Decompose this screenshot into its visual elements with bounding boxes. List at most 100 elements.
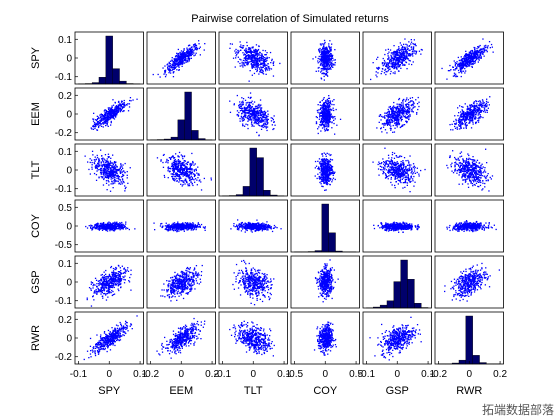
scatter-point bbox=[189, 179, 191, 182]
scatter-point bbox=[114, 174, 116, 177]
scatter-point bbox=[399, 56, 401, 58]
scatter-point bbox=[108, 163, 111, 165]
scatter-point bbox=[109, 162, 111, 164]
scatter-point bbox=[106, 171, 108, 173]
scatter-point bbox=[198, 40, 200, 42]
scatter-point bbox=[179, 161, 181, 163]
scatter-point bbox=[461, 115, 464, 117]
scatter-point bbox=[399, 106, 401, 108]
scatter-point bbox=[172, 65, 174, 67]
scatter-point bbox=[247, 54, 249, 56]
scatter-point bbox=[401, 52, 404, 54]
scatter-point bbox=[387, 67, 389, 69]
scatter-point bbox=[466, 57, 469, 59]
scatter-point bbox=[321, 56, 323, 58]
scatter-point bbox=[268, 57, 270, 59]
scatter-point bbox=[109, 171, 111, 174]
scatter-point bbox=[176, 61, 178, 63]
scatter-point bbox=[265, 117, 267, 119]
scatter-point bbox=[414, 43, 416, 45]
scatter-point bbox=[466, 62, 468, 65]
scatter-point bbox=[266, 123, 268, 126]
scatter-point bbox=[103, 177, 105, 179]
scatter-point bbox=[324, 116, 327, 118]
scatter-point bbox=[96, 121, 99, 123]
scatter-point bbox=[252, 60, 254, 62]
scatter-point bbox=[113, 110, 115, 112]
scatter-point bbox=[187, 183, 189, 185]
scatter-point bbox=[315, 116, 317, 118]
scatter-point bbox=[187, 59, 189, 61]
scatter-point bbox=[375, 71, 377, 73]
scatter-point bbox=[184, 183, 186, 185]
scatter-point bbox=[244, 57, 247, 59]
scatter-point bbox=[401, 62, 403, 65]
scatter-point bbox=[249, 51, 251, 53]
scatter-point bbox=[246, 45, 248, 47]
scatter-point bbox=[464, 68, 466, 70]
scatter-point bbox=[185, 175, 187, 178]
scatter-point bbox=[190, 179, 192, 181]
scatter-point bbox=[326, 110, 328, 112]
scatter-point bbox=[242, 45, 244, 47]
scatter-point bbox=[106, 189, 108, 191]
scatter-point bbox=[112, 110, 114, 112]
scatter-points bbox=[376, 96, 420, 134]
scatter-point bbox=[398, 105, 400, 107]
scatter-point bbox=[323, 115, 325, 118]
scatter-point bbox=[325, 67, 327, 69]
scatter-point bbox=[482, 48, 484, 50]
scatter-point bbox=[110, 168, 112, 170]
scatter-point bbox=[108, 162, 110, 165]
scatter-point bbox=[103, 167, 106, 170]
scatter-point bbox=[94, 166, 97, 169]
scatter-point bbox=[265, 54, 267, 56]
scatter-point bbox=[410, 100, 412, 102]
scatter-point bbox=[405, 103, 407, 106]
scatter-point bbox=[394, 112, 396, 114]
scatter-point bbox=[325, 119, 327, 121]
scatter-point bbox=[390, 58, 392, 60]
scatter-point bbox=[390, 65, 392, 68]
scatter-point bbox=[113, 169, 115, 171]
scatter-point bbox=[454, 115, 456, 117]
scatter-point bbox=[322, 59, 324, 61]
scatter-point bbox=[121, 183, 123, 185]
scatter-point bbox=[249, 61, 251, 63]
scatter-point bbox=[92, 128, 95, 130]
scatter-point bbox=[251, 105, 253, 108]
scatter-point bbox=[472, 113, 474, 115]
scatter-point bbox=[481, 99, 484, 101]
scatter-point bbox=[102, 122, 104, 124]
scatter-point bbox=[323, 67, 325, 70]
scatter-point bbox=[409, 101, 411, 103]
scatter-point bbox=[334, 49, 336, 51]
scatter-point bbox=[399, 58, 401, 60]
scatter-point bbox=[253, 111, 255, 113]
scatter-point bbox=[246, 112, 248, 114]
scatter-point bbox=[121, 175, 123, 178]
scatter-point bbox=[326, 50, 328, 52]
scatter-point bbox=[104, 112, 106, 114]
scatter-point bbox=[112, 167, 114, 169]
scatter-point bbox=[471, 110, 474, 112]
scatter-point bbox=[107, 177, 110, 180]
scatter-point bbox=[370, 78, 372, 81]
y-tick-label: 0 bbox=[66, 110, 72, 121]
scatter-point bbox=[408, 116, 410, 118]
scatter-point bbox=[251, 60, 253, 62]
scatter-point bbox=[101, 158, 103, 160]
scatter-point bbox=[248, 56, 250, 59]
scatter-point bbox=[471, 111, 473, 113]
scatter-point bbox=[394, 124, 397, 126]
scatter-point bbox=[408, 112, 410, 114]
scatter-point bbox=[188, 57, 190, 59]
scatter-point bbox=[181, 61, 183, 63]
scatter-point bbox=[261, 126, 263, 128]
scatter-point bbox=[241, 63, 243, 65]
scatter-point bbox=[190, 164, 193, 166]
cell-eem-gsp bbox=[362, 87, 432, 141]
scatter-point bbox=[465, 116, 468, 118]
scatter-point bbox=[247, 118, 250, 120]
